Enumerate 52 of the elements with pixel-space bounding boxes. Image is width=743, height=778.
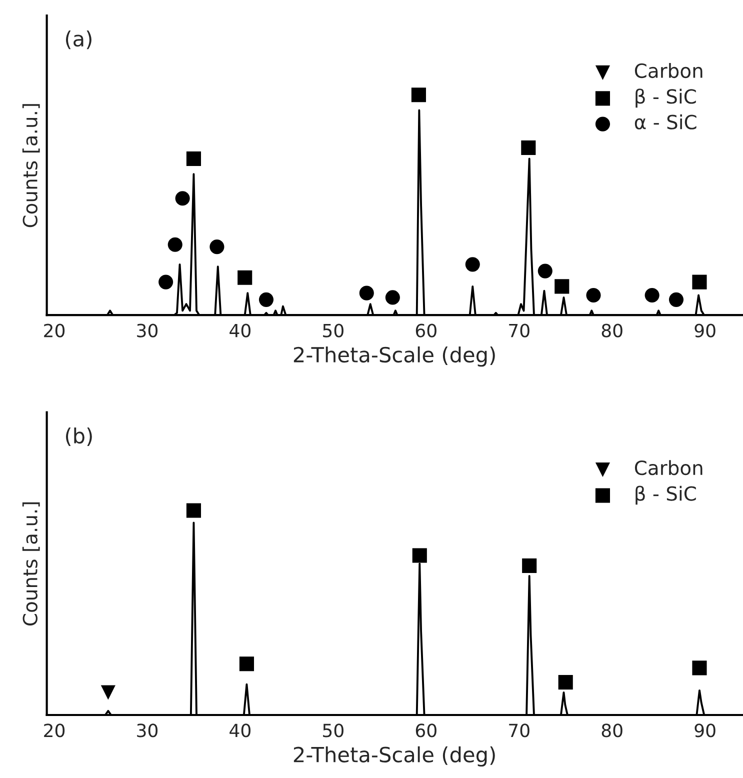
legend-label: α - SiC [634, 114, 696, 130]
point [412, 548, 427, 563]
x-axis-title: 2-Theta-Scale (deg) [294, 346, 495, 367]
point [100, 685, 116, 700]
x-tick-label: 20 [44, 324, 65, 338]
point [186, 151, 201, 166]
point [411, 88, 426, 102]
point [168, 237, 182, 252]
x-tick-label: 30 [137, 324, 158, 338]
x-tick-label: 50 [323, 324, 344, 338]
point [175, 191, 190, 206]
x-tick-label: 60 [416, 324, 436, 338]
point [692, 274, 707, 290]
legend-label: Carbon [634, 63, 702, 78]
x-tick-label: 50 [323, 724, 344, 738]
x-tick-label: 90 [694, 324, 716, 338]
point [644, 288, 660, 303]
x-tick-label: 80 [602, 724, 622, 738]
x-tick-label: 70 [509, 724, 530, 738]
text: (b) [66, 427, 92, 446]
point [239, 656, 254, 672]
legend-label: β - SiC [636, 486, 696, 505]
point [186, 503, 201, 518]
point [385, 290, 400, 305]
point [522, 558, 537, 573]
text: (a) [66, 30, 92, 50]
y-axis-title: Counts [a.u.] [22, 502, 40, 626]
x-tick-label: 30 [137, 724, 158, 738]
point [586, 288, 601, 303]
x-tick-label: 20 [44, 724, 65, 738]
legend-label: Carbon [634, 460, 702, 476]
point [558, 674, 573, 690]
x-tick-label: 80 [602, 324, 622, 338]
y-axis-title: Counts [a.u.] [22, 104, 40, 228]
point [359, 286, 374, 300]
point [158, 274, 174, 290]
point [668, 292, 684, 307]
x-axis-title: 2-Theta-Scale (deg) [294, 746, 495, 767]
point [465, 257, 480, 272]
point [554, 279, 570, 294]
x-tick-label: 90 [694, 724, 716, 738]
point [692, 660, 707, 676]
x-tick-label: 70 [509, 324, 530, 338]
point [238, 270, 252, 285]
x-tick-label: 60 [416, 724, 436, 738]
x-tick-label: 40 [230, 324, 250, 338]
point [521, 140, 536, 155]
x-tick-label: 40 [230, 724, 250, 738]
point [210, 240, 224, 254]
legend-label: β - SiC [636, 88, 696, 108]
point [258, 292, 274, 307]
point [538, 264, 552, 278]
